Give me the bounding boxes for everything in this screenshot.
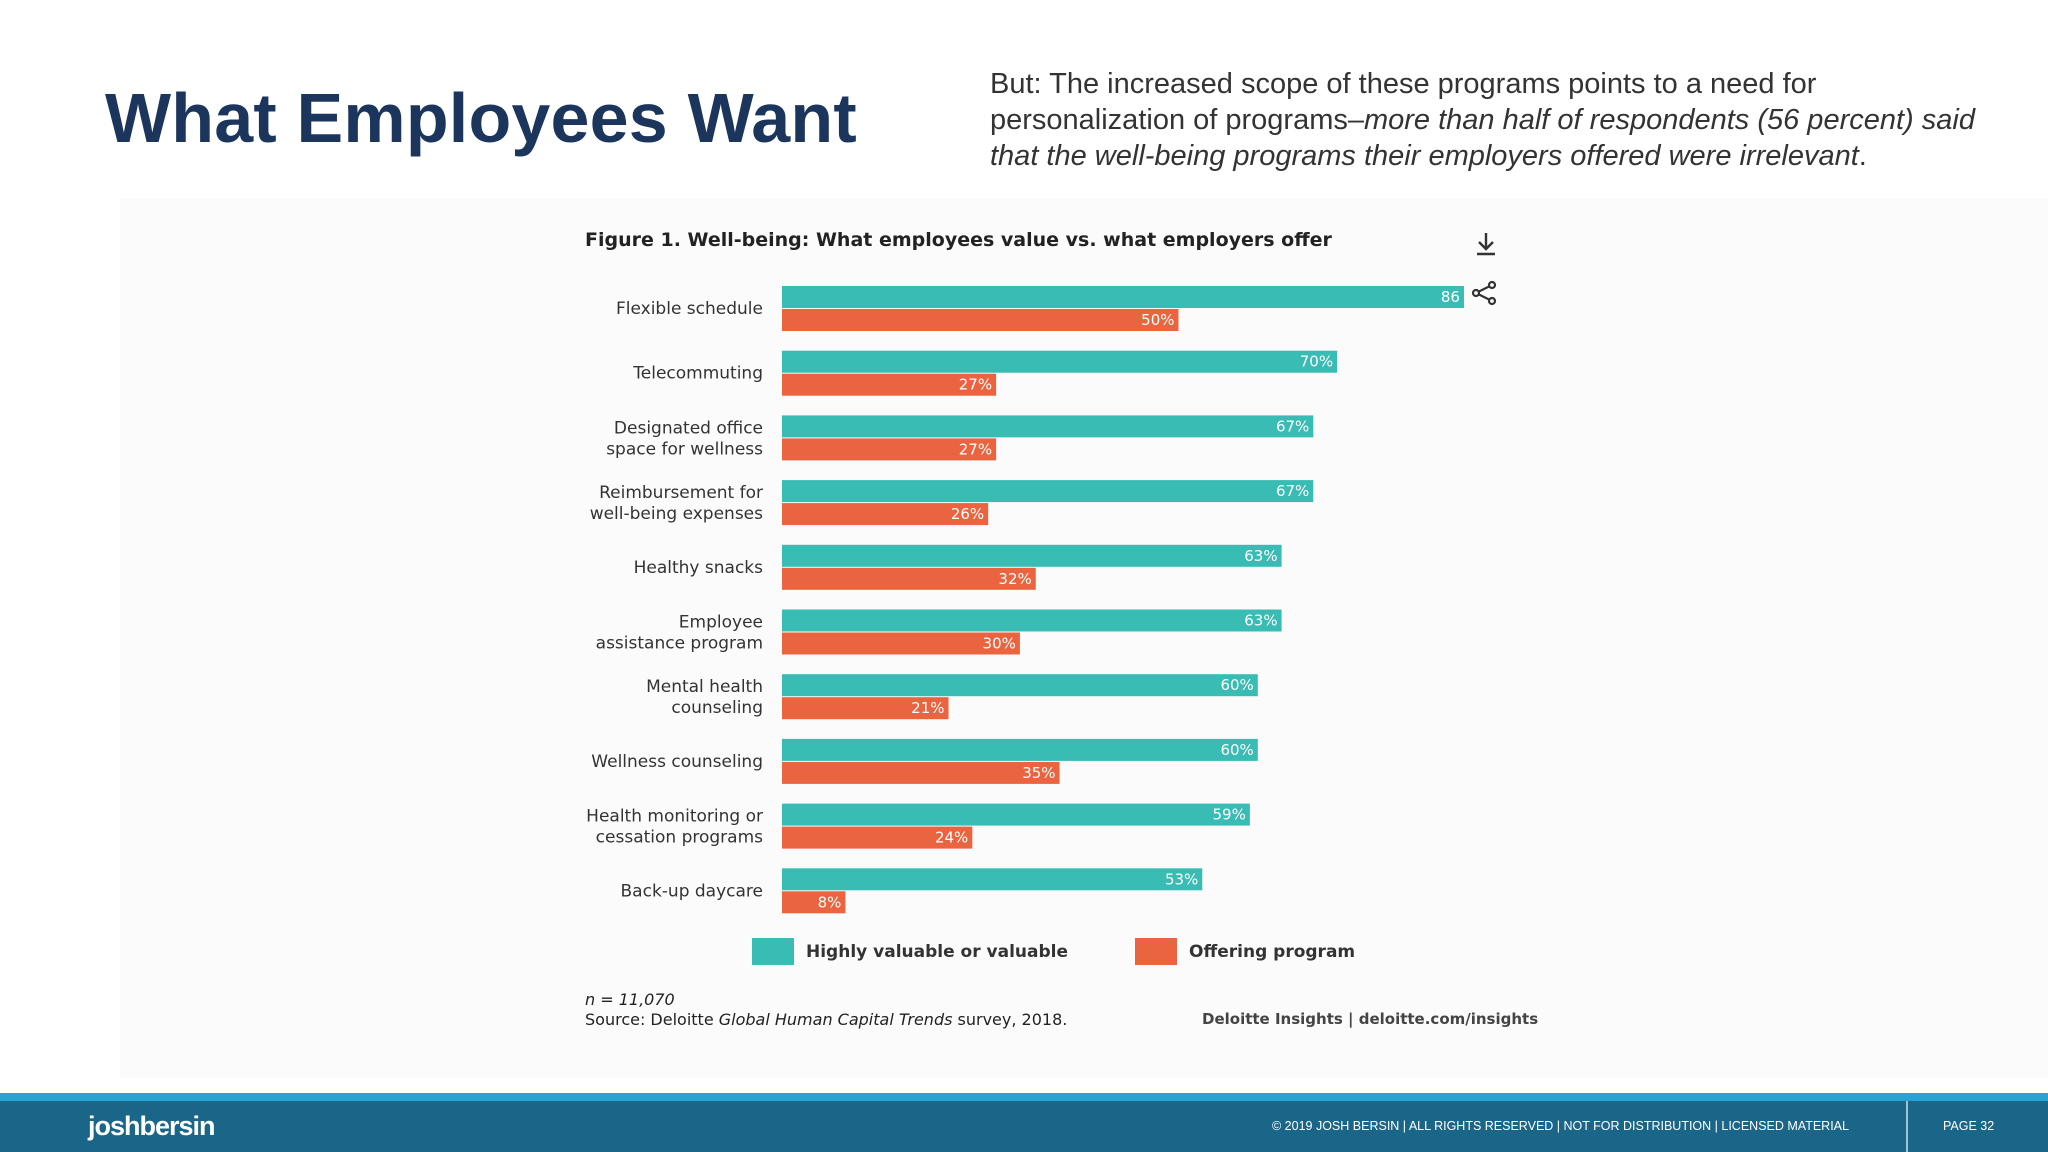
legend-label-valued: Highly valuable or valuable — [806, 941, 1069, 962]
bar-offered — [782, 697, 949, 720]
download-icon[interactable] — [1474, 230, 1498, 263]
legend-swatch-offered — [1135, 938, 1177, 965]
bar-offered — [782, 438, 997, 461]
bar-valued — [782, 868, 1203, 891]
figure-panel — [120, 198, 2048, 1078]
legend-item-valued: Highly valuable or valuable — [752, 938, 1068, 965]
category-label: Flexible schedule — [616, 299, 763, 319]
bar-value-label: 70% — [1300, 353, 1333, 371]
intro-italic: more than half of respondents (56 percen… — [990, 104, 1975, 172]
category-label: Employee assistance program — [596, 613, 763, 654]
bar-value-label: 30% — [983, 635, 1016, 653]
source-note: Source: Deloitte Global Human Capital Tr… — [585, 1010, 1067, 1029]
legend-label-offered: Offering program — [1189, 941, 1356, 962]
bar-valued — [782, 738, 1258, 761]
category-label: Healthy snacks — [634, 558, 764, 578]
intro-text: But: The increased scope of these progra… — [990, 66, 2000, 174]
bar-value-label: 63% — [1244, 547, 1277, 565]
bar-value-label: 35% — [1022, 764, 1055, 782]
bar-offered — [782, 826, 973, 849]
bar-value-label: 53% — [1165, 870, 1198, 888]
intro-plain: But: The increased scope of these progra… — [990, 68, 1817, 136]
bar-value-label: 32% — [998, 570, 1031, 588]
category-label: Back-up daycare — [621, 881, 763, 901]
bar-value-label: 60% — [1220, 741, 1253, 759]
legend-item-offered: Offering program — [1135, 938, 1355, 965]
slide-title: What Employees Want — [105, 79, 857, 157]
footer-stripe — [0, 1093, 2048, 1101]
source-italic: Global Human Capital Trends — [718, 1010, 953, 1029]
category-label: Designated office space for wellness — [606, 418, 763, 459]
bar-valued — [782, 803, 1250, 826]
bar-offered — [782, 891, 846, 914]
legend-swatch-valued — [752, 938, 794, 965]
bar-valued — [782, 286, 1464, 308]
category-label: Mental health counseling — [646, 677, 763, 718]
bar-valued — [782, 674, 1258, 697]
footer-bar: joshbersin © 2019 JOSH BERSIN | ALL RIGH… — [0, 1101, 2048, 1152]
bar-value-label: 8% — [818, 893, 842, 911]
bar-value-label: 21% — [911, 699, 944, 717]
bar-valued — [782, 415, 1314, 438]
bar-value-label: 63% — [1244, 612, 1277, 630]
bar-offered — [782, 503, 989, 526]
source-suffix: survey, 2018. — [952, 1010, 1068, 1029]
category-label: Telecommuting — [632, 364, 763, 384]
category-label: Reimbursement for well-being expenses — [590, 483, 763, 524]
category-label: Wellness counseling — [591, 752, 763, 772]
bar-value-label: 50% — [1141, 311, 1174, 329]
share-icon[interactable] — [1471, 280, 1497, 311]
bar-offered — [782, 309, 1179, 331]
intro-end: . — [1858, 140, 1867, 172]
footer-divider — [1906, 1101, 1908, 1152]
bar-offered — [782, 567, 1036, 590]
bar-valued — [782, 480, 1314, 503]
bar-offered — [782, 761, 1060, 784]
bar-value-label: 59% — [1213, 806, 1246, 824]
source-prefix: Source: Deloitte — [585, 1010, 719, 1029]
legal-notice: © 2019 JOSH BERSIN | ALL RIGHTS RESERVED… — [1272, 1119, 1849, 1133]
page-number: PAGE 32 — [1943, 1119, 1995, 1133]
figure-title: Figure 1. Well-being: What employees val… — [585, 229, 1332, 251]
bar-valued — [782, 350, 1338, 373]
bar-value-label: 67% — [1276, 482, 1309, 500]
sample-size-note: n = 11,070 — [585, 990, 675, 1009]
bar-offered — [782, 632, 1020, 655]
bar-value-label: 86 — [1441, 288, 1460, 306]
bar-offered — [782, 373, 997, 396]
brand-logo: joshbersin — [88, 1111, 216, 1141]
bar-value-label: 24% — [935, 829, 968, 847]
bar-value-label: 27% — [959, 376, 992, 394]
bar-value-label: 60% — [1220, 676, 1253, 694]
bar-value-label: 27% — [959, 440, 992, 458]
bar-value-label: 26% — [951, 505, 984, 523]
bar-valued — [782, 544, 1282, 567]
category-label: Health monitoring or cessation programs — [586, 807, 763, 848]
bar-value-label: 67% — [1276, 417, 1309, 435]
bar-valued — [782, 609, 1282, 632]
deloitte-credit: Deloitte Insights | deloitte.com/insight… — [1202, 1010, 1539, 1028]
